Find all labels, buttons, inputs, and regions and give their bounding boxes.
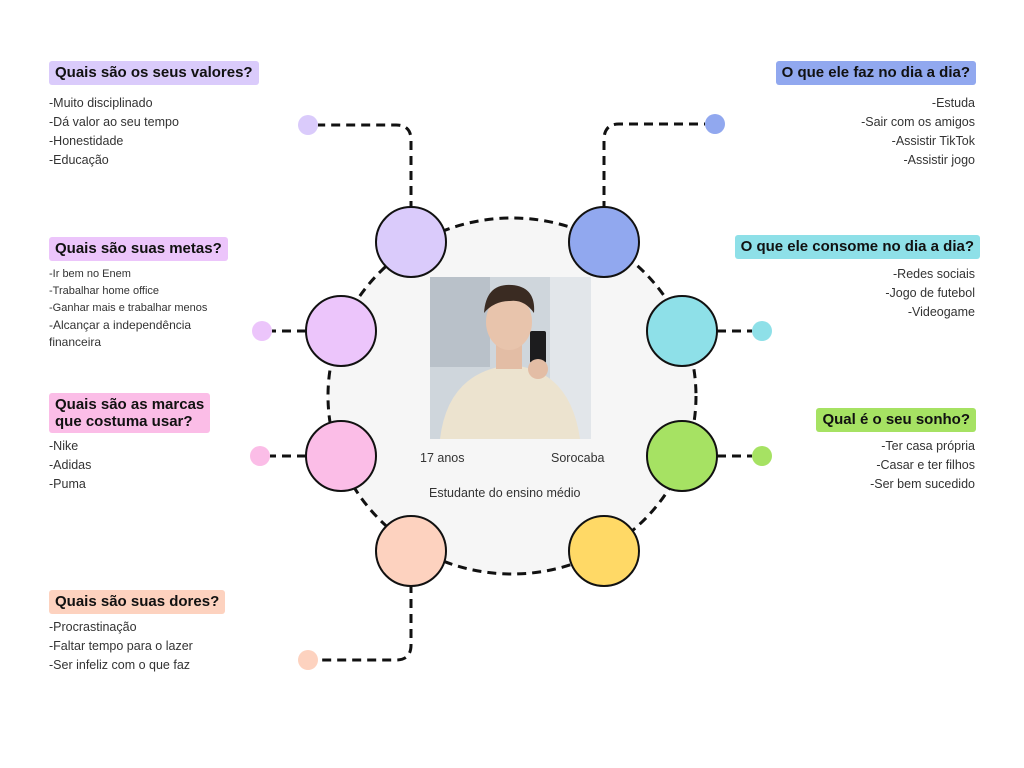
list-item: -Puma — [49, 477, 86, 491]
dot-dores — [298, 650, 318, 670]
dot-sonho — [752, 446, 772, 466]
list-item: -Educação — [49, 153, 109, 167]
list-item: -Muito disciplinado — [49, 96, 153, 110]
list-item: -Casar e ter filhos — [876, 458, 975, 472]
list-dia: -Estuda -Sair com os amigos -Assistir Ti… — [861, 94, 975, 170]
heading-valores: Quais são os seus valores? — [49, 61, 259, 85]
heading-marcas-line2: que costuma usar? — [55, 413, 193, 430]
list-item: -Dá valor ao seu tempo — [49, 115, 179, 129]
dot-metas — [252, 321, 272, 341]
list-item: -Procrastinação — [49, 620, 137, 634]
dot-dia — [705, 114, 725, 134]
list-item: -Ter casa própria — [881, 439, 975, 453]
list-item: -Honestidade — [49, 134, 124, 148]
node-valores — [375, 206, 447, 278]
list-item: -Alcançar a independência financeira — [49, 318, 192, 349]
node-metas — [305, 295, 377, 367]
connector-dores — [318, 584, 413, 662]
node-yellow — [568, 515, 640, 587]
list-item: -Estuda — [931, 96, 975, 110]
node-dia — [568, 206, 640, 278]
heading-marcas-line1: Quais são as marcas — [55, 396, 205, 413]
connector-valores — [318, 123, 413, 210]
list-item: -Assistir TikTok — [891, 134, 975, 148]
node-consome — [646, 295, 718, 367]
list-item: -Trabalhar home office — [49, 285, 160, 297]
list-item: -Jogo de futebol — [885, 286, 975, 300]
node-dores — [375, 515, 447, 587]
connector-dia — [602, 122, 705, 210]
list-marcas: -Nike -Adidas -Puma — [49, 437, 91, 494]
node-marcas — [305, 420, 377, 492]
profile-city: Sorocaba — [551, 451, 605, 465]
list-item: -Adidas — [49, 458, 92, 472]
list-valores: -Muito disciplinado -Dá valor ao seu tem… — [49, 94, 179, 170]
list-item: -Redes sociais — [893, 267, 975, 281]
list-dores: -Procrastinação -Faltar tempo para o laz… — [49, 618, 193, 675]
list-item: -Ganhar mais e trabalhar menos — [49, 302, 208, 314]
list-item: -Assistir jogo — [903, 153, 975, 167]
list-consome: -Redes sociais -Jogo de futebol -Videoga… — [885, 265, 975, 322]
heading-metas: Quais são suas metas? — [49, 237, 228, 261]
list-sonho: -Ter casa própria -Casar e ter filhos -S… — [870, 437, 975, 494]
profile-occupation: Estudante do ensino médio — [429, 486, 581, 500]
node-sonho — [646, 420, 718, 492]
heading-marcas: Quais são as marcas que costuma usar? — [49, 393, 211, 433]
list-item: -Videogame — [907, 305, 975, 319]
profile-age: 17 anos — [420, 451, 465, 465]
dot-valores — [298, 115, 318, 135]
heading-dores: Quais são suas dores? — [49, 590, 226, 614]
heading-sonho: Qual é o seu sonho? — [816, 408, 976, 432]
list-item: -Nike — [49, 439, 79, 453]
profile-photo — [430, 277, 591, 439]
list-item: -Sair com os amigos — [861, 115, 975, 129]
dot-consome — [752, 321, 772, 341]
heading-dia: O que ele faz no dia a dia? — [775, 61, 976, 85]
dot-marcas — [250, 446, 270, 466]
list-item: -Ser infeliz com o que faz — [49, 658, 191, 672]
list-item: -Faltar tempo para o lazer — [49, 639, 193, 653]
list-item: -Ser bem sucedido — [870, 477, 975, 491]
list-item: -Ir bem no Enem — [49, 268, 131, 280]
heading-consome: O que ele consome no dia a dia? — [734, 235, 980, 259]
list-metas: -Ir bem no Enem -Trabalhar home office -… — [49, 266, 239, 351]
